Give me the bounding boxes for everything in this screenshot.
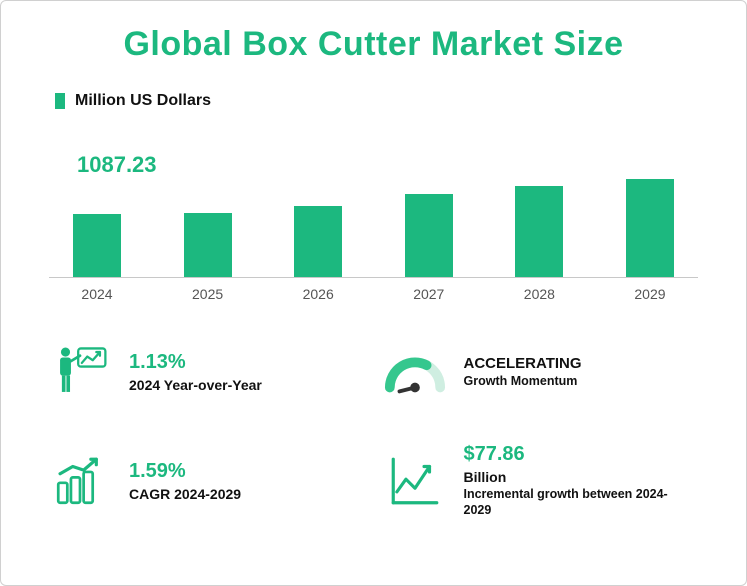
stat-yoy-text: 1.13% 2024 Year-over-Year bbox=[129, 351, 262, 393]
bar-col bbox=[290, 206, 346, 277]
value-callout: 1087.23 bbox=[77, 152, 157, 178]
stat-incremental-text: $77.86 Billion Incremental growth betwee… bbox=[464, 443, 684, 518]
bar bbox=[294, 206, 342, 277]
stat-momentum-value: ACCELERATING bbox=[464, 355, 582, 372]
legend-swatch bbox=[55, 93, 65, 109]
bar-col bbox=[69, 214, 125, 277]
bar bbox=[626, 179, 674, 277]
stat-cagr-label: CAGR 2024-2029 bbox=[129, 486, 241, 502]
x-axis: 2024 2025 2026 2027 2028 2029 bbox=[49, 278, 698, 306]
x-axis-label: 2027 bbox=[401, 278, 457, 306]
x-axis-label: 2025 bbox=[180, 278, 236, 306]
stat-incremental-value: $77.86 bbox=[464, 443, 684, 466]
stats-grid: 1.13% 2024 Year-over-Year ACCELERATING G… bbox=[49, 334, 698, 519]
x-axis-label: 2024 bbox=[69, 278, 125, 306]
stat-momentum-label: Growth Momentum bbox=[464, 374, 582, 388]
bar bbox=[515, 186, 563, 277]
bar bbox=[184, 213, 232, 277]
legend-label: Million US Dollars bbox=[75, 92, 211, 110]
stat-cagr: 1.59% CAGR 2024-2029 bbox=[49, 443, 364, 518]
x-axis-label: 2026 bbox=[290, 278, 346, 306]
stat-yoy: 1.13% 2024 Year-over-Year bbox=[49, 334, 364, 409]
page-title: Global Box Cutter Market Size bbox=[49, 25, 698, 64]
presenter-icon bbox=[49, 341, 111, 403]
stat-momentum-text: ACCELERATING Growth Momentum bbox=[464, 355, 582, 388]
stat-incremental-label1: Billion bbox=[464, 469, 684, 485]
bar-col bbox=[180, 213, 236, 277]
line-up-icon bbox=[384, 450, 446, 512]
bar-col bbox=[622, 179, 678, 277]
stat-incremental: $77.86 Billion Incremental growth betwee… bbox=[384, 443, 699, 518]
stat-momentum: ACCELERATING Growth Momentum bbox=[384, 334, 699, 409]
gauge-icon bbox=[384, 341, 446, 403]
stat-incremental-label2: Incremental growth between 2024-2029 bbox=[464, 487, 684, 518]
bars-container bbox=[49, 116, 698, 277]
stat-yoy-label: 2024 Year-over-Year bbox=[129, 377, 262, 393]
chart-plot-area bbox=[49, 116, 698, 278]
x-axis-label: 2029 bbox=[622, 278, 678, 306]
stat-cagr-text: 1.59% CAGR 2024-2029 bbox=[129, 460, 241, 502]
stat-cagr-value: 1.59% bbox=[129, 460, 241, 483]
bars-arrow-icon bbox=[49, 450, 111, 512]
bar bbox=[405, 194, 453, 277]
chart-legend: Million US Dollars bbox=[55, 92, 698, 110]
bar-col bbox=[511, 186, 567, 277]
infographic-card: Global Box Cutter Market Size Million US… bbox=[0, 0, 747, 586]
x-axis-label: 2028 bbox=[511, 278, 567, 306]
stat-yoy-value: 1.13% bbox=[129, 351, 262, 374]
bar-chart: 1087.23 2024 2025 2026 2027 2028 2029 bbox=[49, 116, 698, 306]
bar-col bbox=[401, 194, 457, 277]
bar bbox=[73, 214, 121, 277]
